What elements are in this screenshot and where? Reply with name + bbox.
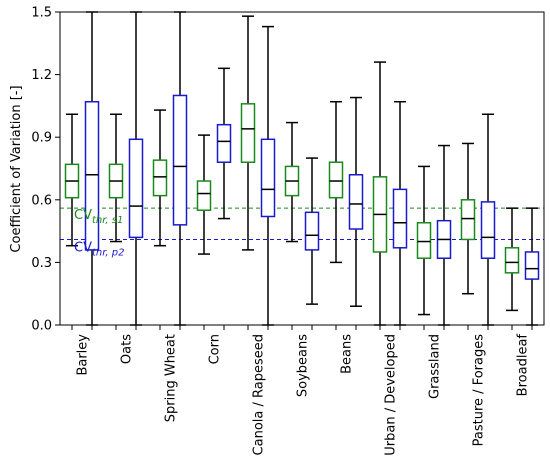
x-category-label: Oats [120,334,135,364]
threshold-label-main: CV [74,240,92,255]
plot-frame [59,11,545,326]
box-body [304,211,320,251]
x-category-label: Spring Wheat [164,334,179,422]
box-2-3 [216,67,232,220]
box-1-3 [196,134,212,255]
box-body [240,103,256,163]
box-1-2 [152,109,168,247]
box-1-7 [372,61,388,326]
threshold-label-2: CVthr, p2 [74,240,125,258]
box-1-4 [240,15,256,251]
box-body [196,180,212,211]
box-body [128,138,144,239]
plot-marks [60,11,544,326]
threshold-label-main: CV [74,208,92,223]
box-body [152,159,168,197]
box-body [392,188,408,249]
box-body [84,100,100,251]
box-1-9 [460,142,476,295]
box-body [416,222,432,259]
x-category-label: Beans [340,334,355,374]
box-body [172,94,188,226]
x-category-label: Pasture / Forages [472,334,487,447]
box-body [460,199,476,241]
threshold-label-subscript: thr, s1 [92,215,123,226]
box-1-0 [64,113,80,247]
box-1-10 [504,207,520,312]
y-tick-label: 0.3 [31,256,52,271]
box-2-7 [392,100,408,326]
x-axis: Barley Oats Spring Wheat Corn Canola / Rapes… [71,325,533,456]
box-body [328,161,344,199]
box-1-5 [284,121,300,243]
threshold-label-1: CVthr, s1 [74,208,123,226]
box-2-2 [172,11,188,326]
y-axis: 0.0 0.3 0.6 0.9 1.2 1.5 [31,6,60,334]
box-2-8 [436,144,452,326]
y-tick-label: 1.2 [31,68,52,83]
box-2-5 [304,157,320,305]
box-2-9 [480,113,496,326]
box-2-1 [128,11,144,326]
threshold-label-subscript: thr, p2 [92,247,125,258]
box-2-6 [348,96,364,307]
x-category-label: Soybeans [296,334,311,397]
y-tick-label: 1.5 [31,6,52,21]
box-body [348,174,364,230]
box-body [216,123,232,163]
x-category-label: Corn [208,334,223,364]
box-1-1 [108,113,124,243]
box-2-10 [524,207,540,326]
box-body [260,138,276,218]
x-category-label: Canola / Rapeseed [252,334,267,455]
box-1-6 [328,100,344,264]
y-tick-label: 0.6 [31,193,52,208]
box-2-0 [84,11,100,326]
box-body [480,201,496,259]
box-2-4 [260,25,276,326]
x-category-label: Urban / Developed [384,334,399,456]
box-body [504,247,520,274]
box-1-8 [416,165,432,316]
x-category-label: Broadleaf [516,334,531,397]
x-category-label: Grassland [428,334,443,399]
y-axis-label: Coefficient of Variation [-] [9,85,24,252]
y-tick-label: 0.0 [31,319,52,334]
x-category-label: Barley [76,334,91,376]
box-body [524,251,540,280]
y-tick-label: 0.9 [31,131,52,146]
